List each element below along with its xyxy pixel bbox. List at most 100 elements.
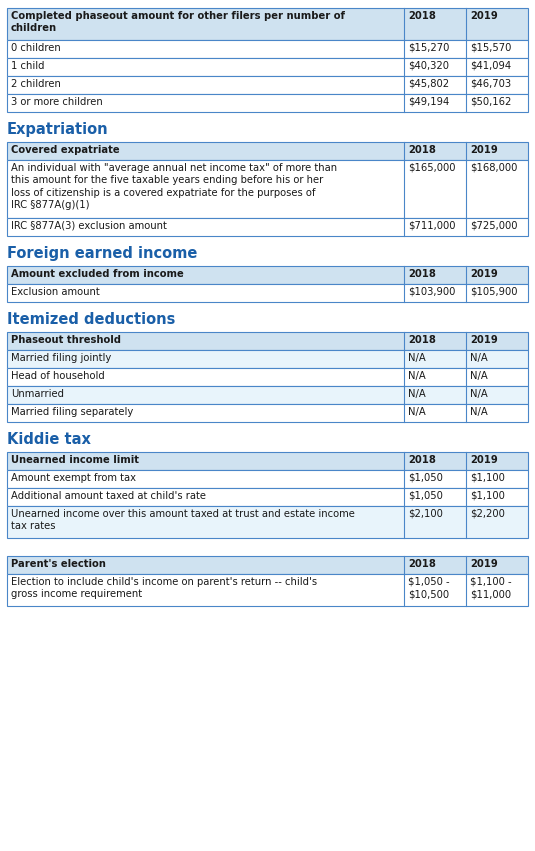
Text: N/A: N/A	[408, 389, 426, 399]
Bar	[7, 40, 528, 58]
Text: $2,100: $2,100	[408, 509, 443, 519]
Text: 2018: 2018	[408, 269, 436, 279]
Text: $1,100: $1,100	[470, 473, 505, 483]
Bar	[7, 404, 528, 422]
Text: $50,162: $50,162	[470, 97, 511, 107]
Bar	[7, 332, 528, 350]
Text: $1,050: $1,050	[408, 491, 443, 501]
Text: Amount exempt from tax: Amount exempt from tax	[11, 473, 136, 483]
Bar	[7, 160, 528, 218]
Text: $165,000: $165,000	[408, 163, 455, 173]
Bar	[7, 386, 528, 404]
Bar	[7, 76, 528, 94]
Text: An individual with "average annual net income tax" of more than
this amount for : An individual with "average annual net i…	[11, 163, 337, 210]
Text: Married filing separately: Married filing separately	[11, 407, 133, 417]
Text: 2018: 2018	[408, 145, 436, 155]
Text: $1,100: $1,100	[470, 491, 505, 501]
Text: $41,094: $41,094	[470, 61, 511, 71]
Text: Married filing jointly: Married filing jointly	[11, 353, 111, 363]
Bar	[7, 506, 528, 538]
Text: N/A: N/A	[408, 407, 426, 417]
Bar	[7, 574, 528, 606]
Text: $15,270: $15,270	[408, 43, 449, 53]
Bar	[7, 284, 528, 302]
Text: Completed phaseout amount for other filers per number of
children: Completed phaseout amount for other file…	[11, 11, 345, 33]
Bar	[7, 452, 528, 470]
Text: 2019: 2019	[470, 559, 498, 569]
Bar	[7, 266, 528, 284]
Bar	[7, 386, 528, 404]
Bar	[7, 350, 528, 368]
Text: Parent's election: Parent's election	[11, 559, 106, 569]
Text: Unearned income over this amount taxed at trust and estate income
tax rates: Unearned income over this amount taxed a…	[11, 509, 355, 531]
Bar	[7, 350, 528, 368]
Text: 2 children: 2 children	[11, 79, 61, 89]
Text: $2,200: $2,200	[470, 509, 505, 519]
Text: $1,050: $1,050	[408, 473, 443, 483]
Bar	[7, 470, 528, 488]
Text: 2018: 2018	[408, 559, 436, 569]
Text: 2019: 2019	[470, 11, 498, 21]
Text: Election to include child's income on parent's return -- child's
gross income re: Election to include child's income on pa…	[11, 577, 317, 599]
Bar	[7, 218, 528, 236]
Bar	[7, 76, 528, 94]
Bar	[7, 368, 528, 386]
Text: 0 children: 0 children	[11, 43, 61, 53]
Text: Amount excluded from income: Amount excluded from income	[11, 269, 184, 279]
Text: Itemized deductions: Itemized deductions	[7, 312, 175, 327]
Bar	[7, 404, 528, 422]
Text: N/A: N/A	[470, 353, 488, 363]
Text: N/A: N/A	[470, 371, 488, 381]
Bar	[7, 488, 528, 506]
Text: Foreign earned income: Foreign earned income	[7, 246, 197, 261]
Bar	[7, 452, 528, 470]
Bar	[7, 8, 528, 40]
Bar	[7, 40, 528, 58]
Text: Covered expatriate: Covered expatriate	[11, 145, 120, 155]
Text: Unearned income limit: Unearned income limit	[11, 455, 139, 465]
Text: $105,900: $105,900	[470, 287, 517, 297]
Text: IRC §877A(3) exclusion amount: IRC §877A(3) exclusion amount	[11, 221, 167, 231]
Text: $46,703: $46,703	[470, 79, 511, 89]
Text: N/A: N/A	[470, 407, 488, 417]
Bar	[7, 218, 528, 236]
Bar	[7, 506, 528, 538]
Text: Phaseout threshold: Phaseout threshold	[11, 335, 121, 345]
Text: $15,570: $15,570	[470, 43, 511, 53]
Text: $725,000: $725,000	[470, 221, 517, 231]
Text: 2018: 2018	[408, 11, 436, 21]
Text: 2019: 2019	[470, 145, 498, 155]
Bar	[7, 58, 528, 76]
Text: Exclusion amount: Exclusion amount	[11, 287, 100, 297]
Bar	[7, 556, 528, 574]
Bar	[7, 470, 528, 488]
Bar	[7, 142, 528, 160]
Text: 2018: 2018	[408, 335, 436, 345]
Text: $168,000: $168,000	[470, 163, 517, 173]
Text: Unmarried: Unmarried	[11, 389, 64, 399]
Text: N/A: N/A	[408, 371, 426, 381]
Bar	[7, 94, 528, 112]
Text: N/A: N/A	[408, 353, 426, 363]
Text: $40,320: $40,320	[408, 61, 449, 71]
Text: Additional amount taxed at child's rate: Additional amount taxed at child's rate	[11, 491, 206, 501]
Text: $711,000: $711,000	[408, 221, 455, 231]
Text: 2018: 2018	[408, 455, 436, 465]
Bar	[7, 368, 528, 386]
Bar	[7, 488, 528, 506]
Text: 1 child: 1 child	[11, 61, 44, 71]
Text: N/A: N/A	[470, 389, 488, 399]
Text: $1,050 -
$10,500: $1,050 - $10,500	[408, 577, 449, 599]
Text: $1,100 -
$11,000: $1,100 - $11,000	[470, 577, 511, 599]
Text: Kiddie tax: Kiddie tax	[7, 432, 91, 447]
Text: 2019: 2019	[470, 269, 498, 279]
Bar	[7, 142, 528, 160]
Text: Expatriation: Expatriation	[7, 122, 109, 137]
Bar	[7, 284, 528, 302]
Bar	[7, 574, 528, 606]
Bar	[7, 332, 528, 350]
Bar	[7, 58, 528, 76]
Bar	[7, 8, 528, 40]
Bar	[7, 160, 528, 218]
Bar	[7, 266, 528, 284]
